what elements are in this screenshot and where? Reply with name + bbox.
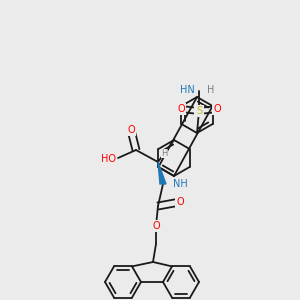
Text: HO: HO: [101, 154, 116, 164]
Text: O: O: [177, 104, 185, 114]
Polygon shape: [158, 162, 166, 184]
Text: O: O: [127, 125, 135, 135]
Text: NH: NH: [173, 179, 188, 189]
Text: H: H: [207, 85, 214, 95]
Text: O: O: [176, 197, 184, 207]
Text: S: S: [196, 106, 202, 116]
Text: O: O: [213, 104, 221, 114]
Text: H: H: [161, 149, 167, 158]
Text: O: O: [152, 221, 160, 231]
Text: HN: HN: [180, 85, 195, 95]
